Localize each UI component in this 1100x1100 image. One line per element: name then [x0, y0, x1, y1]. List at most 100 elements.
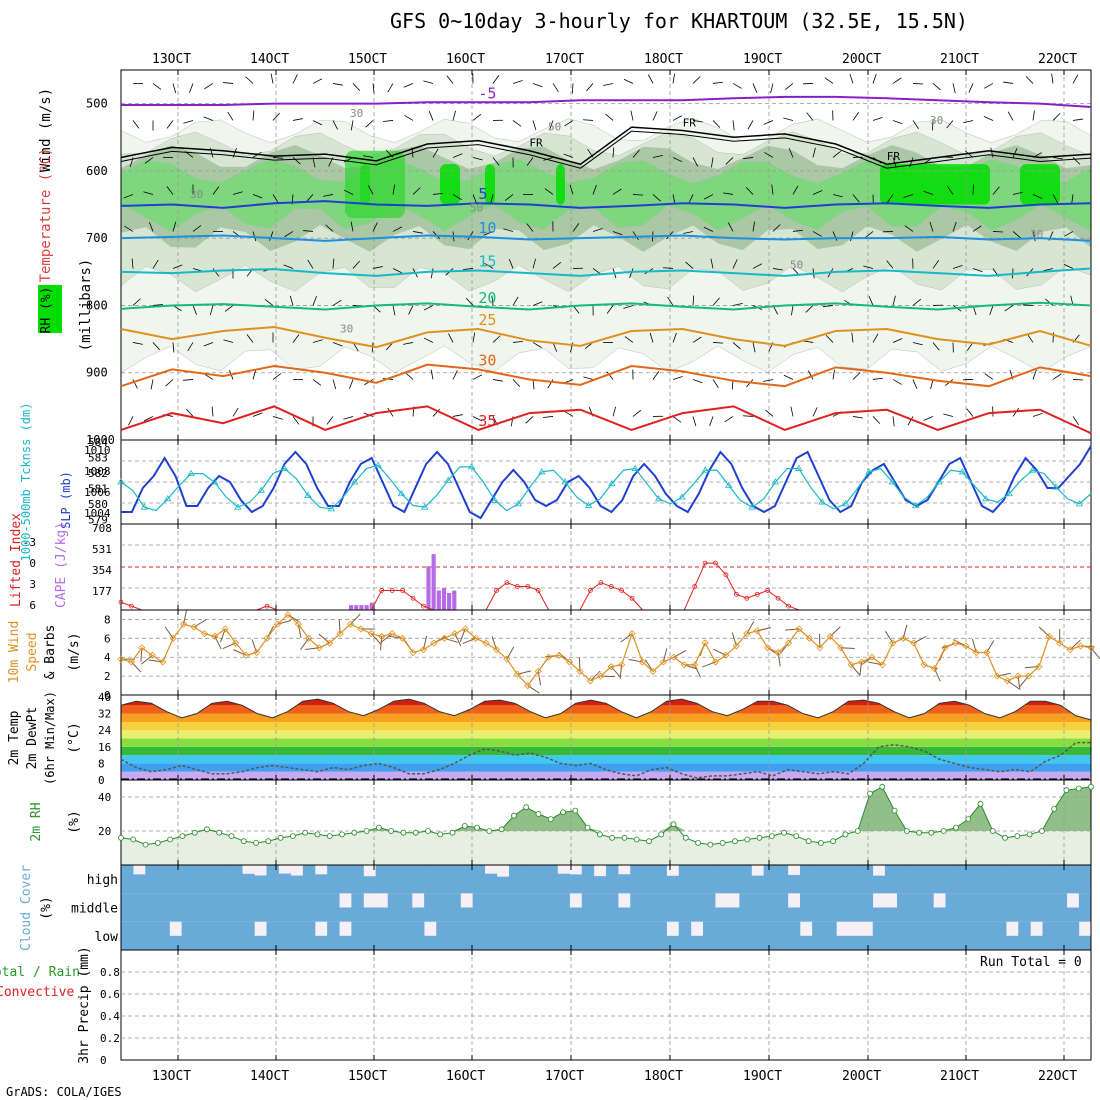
- cloud-bar: [824, 893, 837, 922]
- wind-barb: [672, 157, 683, 163]
- cloud-bar: [787, 874, 801, 894]
- cloud-bar: [327, 893, 340, 922]
- cape-axis-label: CAPE (J/kg): [54, 522, 69, 608]
- slp-tick-label: 1004: [84, 507, 111, 520]
- cloud-bar: [302, 921, 316, 950]
- cloud-bar: [157, 865, 170, 894]
- wind-barb: [484, 262, 494, 269]
- wind-barb: [892, 120, 903, 125]
- temp-band: [121, 771, 1091, 780]
- cloud-bar: [230, 865, 243, 894]
- wind10m-marker: [357, 625, 365, 633]
- cloud-bar: [424, 865, 437, 894]
- cloud-bar: [230, 921, 243, 950]
- wind-barb: [712, 342, 724, 344]
- rh-contour-label: 30: [930, 114, 943, 127]
- wind10m-marker: [701, 639, 709, 647]
- cloud-bar: [412, 865, 425, 894]
- cloud-bar: [957, 893, 971, 922]
- cloud-bar: [412, 921, 425, 950]
- cloud-bar: [994, 865, 1007, 894]
- cape-bar: [354, 605, 359, 610]
- thickness-marker: [397, 489, 406, 497]
- precip-total-label: Total / Rain: [0, 965, 80, 980]
- li-tick-label: 0: [29, 557, 36, 570]
- wind-barb: [172, 264, 183, 269]
- top-tick-label: 15OCT: [348, 52, 387, 67]
- wind10m-marker: [294, 620, 302, 628]
- cloud-bar: [278, 921, 292, 950]
- rh-marker: [903, 828, 910, 834]
- wind-barb: [623, 78, 634, 84]
- wind10m-marker: [941, 644, 949, 652]
- wind-barb: [532, 258, 536, 269]
- wind-barb: [312, 339, 323, 343]
- wind-barb: [187, 342, 194, 352]
- wind-barb: [292, 416, 300, 425]
- rh-marker: [732, 838, 738, 845]
- wind10m-marker: [190, 623, 198, 631]
- wind10m-marker: [951, 639, 959, 647]
- wind-barb: [783, 117, 794, 121]
- rh-marker: [719, 840, 726, 846]
- wind-barb: [732, 302, 743, 306]
- wind10m-marker: [1056, 639, 1064, 647]
- rh-marker: [1088, 783, 1094, 790]
- wind-barb: [549, 120, 554, 130]
- wind-barb: [526, 223, 534, 232]
- cape-bar: [359, 605, 364, 610]
- wind10m-marker: [180, 620, 188, 628]
- rh-marker: [989, 828, 996, 834]
- wind-barb: [710, 258, 714, 269]
- wind-barb: [503, 228, 514, 232]
- wind-barb: [606, 371, 614, 380]
- wind-barb: [483, 231, 494, 236]
- rh2m-units-label: (%): [67, 810, 82, 833]
- bottom-tick-label: 18OCT: [644, 1069, 683, 1084]
- wind-barb: [952, 221, 957, 232]
- wind-barb: [1032, 412, 1043, 417]
- cloud-bar: [848, 865, 861, 894]
- wind-barb: [803, 340, 814, 343]
- rh-marker: [437, 831, 444, 838]
- wind10m-marker: [451, 630, 459, 638]
- cloud-bar: [278, 873, 292, 894]
- wind-barb: [1052, 373, 1062, 380]
- wind-barb: [630, 110, 634, 121]
- wind10m-marker: [732, 642, 740, 650]
- wind-barb: [152, 304, 163, 306]
- cloud-bar: [897, 893, 910, 922]
- wind-barb: [672, 194, 676, 205]
- rh-marker: [916, 829, 923, 836]
- bottom-tick-label: 13OCT: [152, 1069, 191, 1084]
- wind10m-marker: [305, 634, 313, 642]
- rh-marker: [646, 838, 652, 845]
- cape-bar: [452, 590, 457, 610]
- rh-marker: [756, 834, 763, 841]
- rh-contour-label: 30: [1030, 228, 1043, 241]
- upper-air-panel: 500 600 700 800 900 1000 -5 5 10 15 20 25 30 35 FR FR FR…: [38, 69, 1092, 447]
- wind-barb: [312, 78, 323, 84]
- thickness-marker: [608, 479, 616, 487]
- rh-tick-label: 40: [98, 791, 111, 804]
- wind-barb: [166, 186, 174, 195]
- thickness-marker: [584, 501, 593, 508]
- wind-barb: [672, 73, 675, 84]
- cloud-bar: [460, 921, 473, 950]
- lifted-index-marker: [494, 588, 499, 593]
- wind10m-marker: [753, 627, 761, 635]
- cloud-bar: [606, 865, 619, 894]
- cloud-bar: [812, 893, 825, 922]
- wind-barb: [245, 76, 254, 84]
- wind-barb: [1052, 113, 1061, 121]
- wind10m-marker: [232, 639, 240, 647]
- cloud-bar: [800, 865, 813, 894]
- cloud-bar: [715, 865, 728, 894]
- wind10m-marker: [910, 639, 918, 647]
- top-tick-label: 17OCT: [545, 52, 584, 67]
- wind-barb: [452, 153, 463, 158]
- wind-barb: [612, 188, 622, 195]
- wind-barb: [724, 416, 734, 423]
- wind-barb: [806, 112, 814, 121]
- lifted-index-marker: [786, 603, 791, 609]
